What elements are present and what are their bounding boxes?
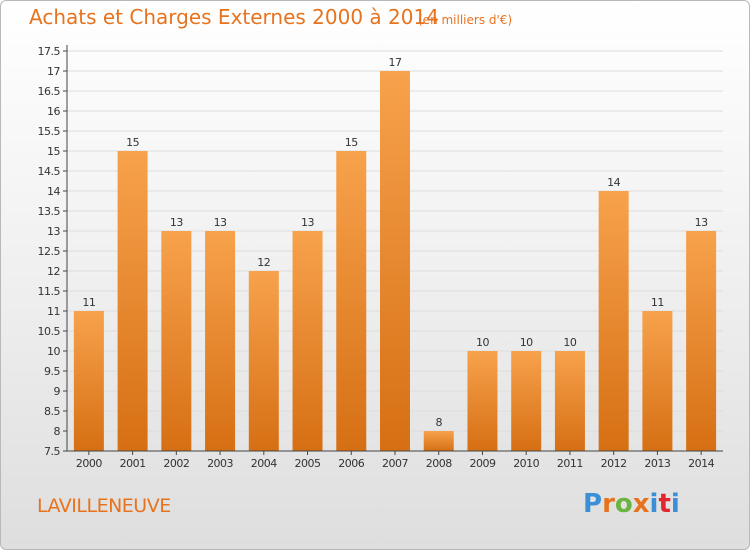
data-label-2002: 13 <box>170 216 183 229</box>
chart-title: Achats et Charges Externes 2000 à 2014 <box>29 5 439 29</box>
x-tick-label-2009: 2009 <box>469 457 495 470</box>
bar-2013 <box>642 311 673 451</box>
y-tick-label: 8 <box>54 425 61 438</box>
data-label-2004: 12 <box>257 256 270 269</box>
bar-layer <box>73 71 717 451</box>
y-tick-label: 10 <box>47 345 60 358</box>
bar-2010 <box>511 351 542 451</box>
logo-letter: i <box>670 489 680 519</box>
bar-2011 <box>554 351 585 451</box>
x-tick-label-2013: 2013 <box>644 457 670 470</box>
chart-subtitle: (en milliers d'€) <box>418 13 513 27</box>
y-tick-label: 13.5 <box>38 205 61 218</box>
data-label-2008: 8 <box>435 416 442 429</box>
y-tick-label: 10.5 <box>38 325 61 338</box>
logo-letter: o <box>614 489 633 519</box>
bar-2002 <box>161 231 192 451</box>
data-label-2012: 14 <box>607 176 620 189</box>
proxiti-logo[interactable]: Proxiti <box>583 489 680 519</box>
x-tick-label-2010: 2010 <box>513 457 539 470</box>
bar-2004 <box>248 271 279 451</box>
x-tick-label-2011: 2011 <box>557 457 583 470</box>
data-label-2006: 15 <box>345 136 358 149</box>
data-label-2001: 15 <box>126 136 139 149</box>
bar-2006 <box>336 151 367 451</box>
x-tick-label-2000: 2000 <box>76 457 102 470</box>
logo-letter: i <box>649 489 659 519</box>
data-label-2010: 10 <box>520 336 533 349</box>
axis-layer <box>63 45 723 455</box>
y-tick-label: 14.5 <box>38 165 61 178</box>
bar-2000 <box>73 311 104 451</box>
x-tick-label-2008: 2008 <box>426 457 452 470</box>
x-tick-label-2001: 2001 <box>120 457 146 470</box>
y-tick-label: 16.5 <box>38 85 61 98</box>
x-tick-label-2007: 2007 <box>382 457 408 470</box>
bar-2003 <box>205 231 236 451</box>
y-tick-label: 17.5 <box>38 45 61 58</box>
x-tick-label-2005: 2005 <box>295 457 321 470</box>
commune-name: LAVILLENEUVE <box>37 495 171 517</box>
data-label-2013: 11 <box>651 296 664 309</box>
x-tick-label-2012: 2012 <box>601 457 627 470</box>
logo-letter: r <box>602 489 615 519</box>
data-label-2014: 13 <box>695 216 708 229</box>
y-tick-label: 14 <box>47 185 60 198</box>
y-tick-label: 15.5 <box>38 125 61 138</box>
y-tick-label: 11.5 <box>38 285 61 298</box>
bar-2012 <box>598 191 629 451</box>
logo-letter: t <box>658 489 671 519</box>
bar-2001 <box>117 151 148 451</box>
y-tick-label: 7.5 <box>44 445 60 458</box>
x-tick-label-2014: 2014 <box>688 457 714 470</box>
y-tick-label: 9 <box>54 385 61 398</box>
data-label-2009: 10 <box>476 336 489 349</box>
data-label-2000: 11 <box>82 296 95 309</box>
bar-2008 <box>423 431 454 451</box>
y-tick-label: 11 <box>47 305 60 318</box>
y-tick-label: 12.5 <box>38 245 61 258</box>
y-tick-label: 9.5 <box>44 365 60 378</box>
logo-letter: x <box>632 489 650 519</box>
bar-2009 <box>467 351 498 451</box>
x-tick-label-2004: 2004 <box>251 457 277 470</box>
y-tick-label: 16 <box>47 105 60 118</box>
y-tick-label: 15 <box>47 145 60 158</box>
x-tick-label-2002: 2002 <box>163 457 189 470</box>
y-tick-label: 8.5 <box>44 405 60 418</box>
y-tick-label: 13 <box>47 225 60 238</box>
x-tick-label-2006: 2006 <box>338 457 364 470</box>
y-tick-label: 12 <box>47 265 60 278</box>
bar-2005 <box>292 231 323 451</box>
data-label-2007: 17 <box>389 56 402 69</box>
bar-2007 <box>380 71 410 451</box>
y-tick-label: 17 <box>47 65 60 78</box>
data-label-2011: 10 <box>563 336 576 349</box>
label-layer: 7.5 8 8.5 9 9.5 10 10.5 11 11.5 12 12.5 13 13.5 14 14.… <box>38 45 716 470</box>
bar-2014 <box>686 231 717 451</box>
data-label-2003: 13 <box>214 216 227 229</box>
logo-letter: P <box>583 489 603 519</box>
data-label-2005: 13 <box>301 216 314 229</box>
x-tick-label-2003: 2003 <box>207 457 233 470</box>
